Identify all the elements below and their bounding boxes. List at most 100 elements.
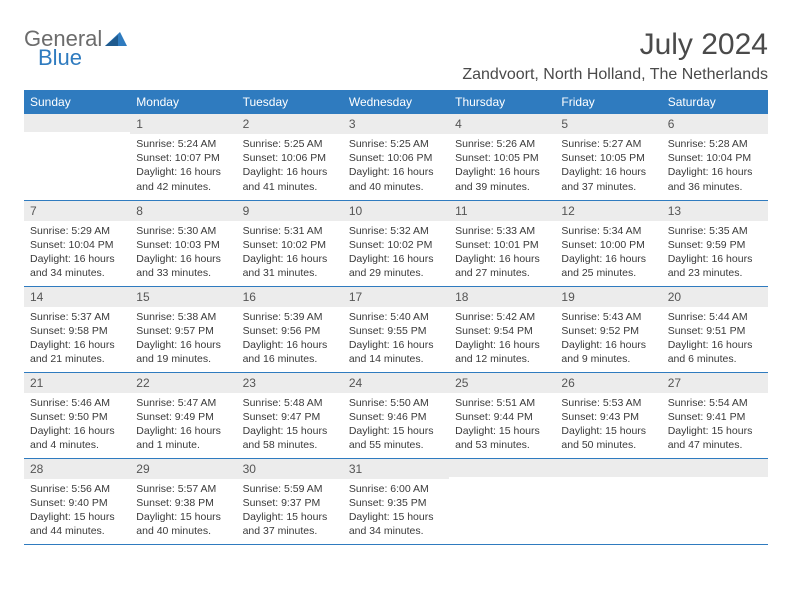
day-number: 19 bbox=[555, 287, 661, 307]
daylight-text: Daylight: 16 hours and 33 minutes. bbox=[136, 252, 230, 280]
calendar-day-cell bbox=[662, 458, 768, 544]
day-details: Sunrise: 5:57 AMSunset: 9:38 PMDaylight:… bbox=[130, 479, 236, 544]
calendar-day-cell: 28Sunrise: 5:56 AMSunset: 9:40 PMDayligh… bbox=[24, 458, 130, 544]
day-number: 21 bbox=[24, 373, 130, 393]
sunset-text: Sunset: 9:43 PM bbox=[561, 410, 655, 424]
daylight-text: Daylight: 16 hours and 25 minutes. bbox=[561, 252, 655, 280]
day-number: 25 bbox=[449, 373, 555, 393]
daylight-text: Daylight: 16 hours and 14 minutes. bbox=[349, 338, 443, 366]
calendar-week-row: 21Sunrise: 5:46 AMSunset: 9:50 PMDayligh… bbox=[24, 372, 768, 458]
day-number: 2 bbox=[237, 114, 343, 134]
sunrise-text: Sunrise: 5:28 AM bbox=[668, 137, 762, 151]
day-number: 9 bbox=[237, 201, 343, 221]
calendar-day-cell: 27Sunrise: 5:54 AMSunset: 9:41 PMDayligh… bbox=[662, 372, 768, 458]
day-number: 14 bbox=[24, 287, 130, 307]
sunrise-text: Sunrise: 5:31 AM bbox=[243, 224, 337, 238]
day-details: Sunrise: 5:25 AMSunset: 10:06 PMDaylight… bbox=[343, 134, 449, 199]
calendar-day-cell: 14Sunrise: 5:37 AMSunset: 9:58 PMDayligh… bbox=[24, 286, 130, 372]
daylight-text: Daylight: 15 hours and 58 minutes. bbox=[243, 424, 337, 452]
calendar-day-cell bbox=[449, 458, 555, 544]
sunset-text: Sunset: 9:55 PM bbox=[349, 324, 443, 338]
sunrise-text: Sunrise: 5:42 AM bbox=[455, 310, 549, 324]
calendar-body: 1Sunrise: 5:24 AMSunset: 10:07 PMDayligh… bbox=[24, 114, 768, 544]
sunset-text: Sunset: 9:58 PM bbox=[30, 324, 124, 338]
day-details: Sunrise: 5:50 AMSunset: 9:46 PMDaylight:… bbox=[343, 393, 449, 458]
day-number: 18 bbox=[449, 287, 555, 307]
calendar-day-cell: 4Sunrise: 5:26 AMSunset: 10:05 PMDayligh… bbox=[449, 114, 555, 200]
sunset-text: Sunset: 9:49 PM bbox=[136, 410, 230, 424]
day-number: 16 bbox=[237, 287, 343, 307]
day-number: 13 bbox=[662, 201, 768, 221]
daylight-text: Daylight: 16 hours and 23 minutes. bbox=[668, 252, 762, 280]
daylight-text: Daylight: 16 hours and 37 minutes. bbox=[561, 165, 655, 193]
sunset-text: Sunset: 9:40 PM bbox=[30, 496, 124, 510]
day-details: Sunrise: 5:46 AMSunset: 9:50 PMDaylight:… bbox=[24, 393, 130, 458]
daylight-text: Daylight: 16 hours and 27 minutes. bbox=[455, 252, 549, 280]
day-details: Sunrise: 5:47 AMSunset: 9:49 PMDaylight:… bbox=[130, 393, 236, 458]
sunset-text: Sunset: 9:56 PM bbox=[243, 324, 337, 338]
day-number: 8 bbox=[130, 201, 236, 221]
day-of-week-header: Thursday bbox=[449, 90, 555, 114]
calendar-day-cell: 25Sunrise: 5:51 AMSunset: 9:44 PMDayligh… bbox=[449, 372, 555, 458]
daylight-text: Daylight: 15 hours and 47 minutes. bbox=[668, 424, 762, 452]
day-number: 10 bbox=[343, 201, 449, 221]
calendar-day-cell: 31Sunrise: 6:00 AMSunset: 9:35 PMDayligh… bbox=[343, 458, 449, 544]
month-title: July 2024 bbox=[462, 28, 768, 62]
calendar-day-cell: 1Sunrise: 5:24 AMSunset: 10:07 PMDayligh… bbox=[130, 114, 236, 200]
title-block: July 2024 Zandvoort, North Holland, The … bbox=[462, 28, 768, 84]
calendar-day-cell: 11Sunrise: 5:33 AMSunset: 10:01 PMDaylig… bbox=[449, 200, 555, 286]
sunset-text: Sunset: 10:07 PM bbox=[136, 151, 230, 165]
day-number: 26 bbox=[555, 373, 661, 393]
daylight-text: Daylight: 16 hours and 16 minutes. bbox=[243, 338, 337, 366]
day-number: 30 bbox=[237, 459, 343, 479]
location-text: Zandvoort, North Holland, The Netherland… bbox=[462, 66, 768, 84]
sunrise-text: Sunrise: 5:46 AM bbox=[30, 396, 124, 410]
sunset-text: Sunset: 10:02 PM bbox=[349, 238, 443, 252]
calendar-week-row: 7Sunrise: 5:29 AMSunset: 10:04 PMDayligh… bbox=[24, 200, 768, 286]
calendar-day-cell: 13Sunrise: 5:35 AMSunset: 9:59 PMDayligh… bbox=[662, 200, 768, 286]
calendar-day-cell: 18Sunrise: 5:42 AMSunset: 9:54 PMDayligh… bbox=[449, 286, 555, 372]
day-number bbox=[555, 459, 661, 477]
day-number bbox=[449, 459, 555, 477]
sunrise-text: Sunrise: 5:59 AM bbox=[243, 482, 337, 496]
calendar-day-cell bbox=[555, 458, 661, 544]
calendar-table: SundayMondayTuesdayWednesdayThursdayFrid… bbox=[24, 90, 768, 545]
day-details: Sunrise: 5:59 AMSunset: 9:37 PMDaylight:… bbox=[237, 479, 343, 544]
day-of-week-header: Saturday bbox=[662, 90, 768, 114]
day-details: Sunrise: 5:31 AMSunset: 10:02 PMDaylight… bbox=[237, 221, 343, 286]
sunrise-text: Sunrise: 5:39 AM bbox=[243, 310, 337, 324]
sunrise-text: Sunrise: 5:47 AM bbox=[136, 396, 230, 410]
day-details: Sunrise: 5:53 AMSunset: 9:43 PMDaylight:… bbox=[555, 393, 661, 458]
daylight-text: Daylight: 16 hours and 31 minutes. bbox=[243, 252, 337, 280]
calendar-day-cell: 9Sunrise: 5:31 AMSunset: 10:02 PMDayligh… bbox=[237, 200, 343, 286]
calendar-day-cell: 2Sunrise: 5:25 AMSunset: 10:06 PMDayligh… bbox=[237, 114, 343, 200]
calendar-day-cell: 20Sunrise: 5:44 AMSunset: 9:51 PMDayligh… bbox=[662, 286, 768, 372]
sunrise-text: Sunrise: 6:00 AM bbox=[349, 482, 443, 496]
brand-logo: General Blue bbox=[24, 28, 127, 69]
calendar-day-cell: 3Sunrise: 5:25 AMSunset: 10:06 PMDayligh… bbox=[343, 114, 449, 200]
day-number: 7 bbox=[24, 201, 130, 221]
sunset-text: Sunset: 10:05 PM bbox=[455, 151, 549, 165]
sunset-text: Sunset: 9:44 PM bbox=[455, 410, 549, 424]
sunrise-text: Sunrise: 5:34 AM bbox=[561, 224, 655, 238]
day-number: 20 bbox=[662, 287, 768, 307]
day-number: 23 bbox=[237, 373, 343, 393]
sunset-text: Sunset: 9:46 PM bbox=[349, 410, 443, 424]
calendar-day-cell: 22Sunrise: 5:47 AMSunset: 9:49 PMDayligh… bbox=[130, 372, 236, 458]
sunset-text: Sunset: 9:59 PM bbox=[668, 238, 762, 252]
sunset-text: Sunset: 10:04 PM bbox=[30, 238, 124, 252]
sunset-text: Sunset: 10:06 PM bbox=[243, 151, 337, 165]
sunset-text: Sunset: 10:04 PM bbox=[668, 151, 762, 165]
calendar-week-row: 14Sunrise: 5:37 AMSunset: 9:58 PMDayligh… bbox=[24, 286, 768, 372]
daylight-text: Daylight: 15 hours and 55 minutes. bbox=[349, 424, 443, 452]
day-details: Sunrise: 5:51 AMSunset: 9:44 PMDaylight:… bbox=[449, 393, 555, 458]
daylight-text: Daylight: 16 hours and 19 minutes. bbox=[136, 338, 230, 366]
day-of-week-header: Monday bbox=[130, 90, 236, 114]
sunrise-text: Sunrise: 5:57 AM bbox=[136, 482, 230, 496]
sunset-text: Sunset: 9:57 PM bbox=[136, 324, 230, 338]
sunrise-text: Sunrise: 5:43 AM bbox=[561, 310, 655, 324]
day-of-week-header: Friday bbox=[555, 90, 661, 114]
daylight-text: Daylight: 16 hours and 6 minutes. bbox=[668, 338, 762, 366]
calendar-day-cell: 15Sunrise: 5:38 AMSunset: 9:57 PMDayligh… bbox=[130, 286, 236, 372]
day-details: Sunrise: 5:54 AMSunset: 9:41 PMDaylight:… bbox=[662, 393, 768, 458]
